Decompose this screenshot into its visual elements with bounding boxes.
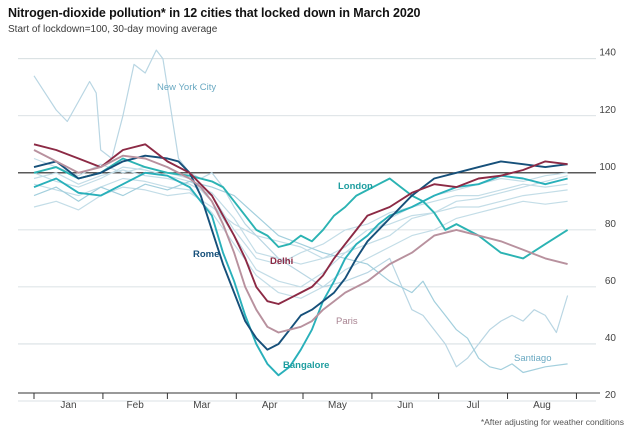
- background-series: [33, 49, 569, 374]
- x-tick-label: Mar: [193, 400, 211, 411]
- series-line-paris: [33, 149, 568, 334]
- x-axis: Jan Feb Mar Apr May Jun Jul Aug: [18, 392, 600, 411]
- y-tick-label: 140: [599, 48, 616, 59]
- y-axis: 140 120 100 80 60 40 20: [599, 48, 616, 401]
- footnote: *After adjusting for weather conditions: [480, 417, 624, 427]
- x-tick-label: Apr: [262, 400, 278, 411]
- y-tick-label: 80: [605, 219, 617, 230]
- series-label-delhi: Delhi: [270, 256, 293, 267]
- series-line-rome: [33, 154, 568, 351]
- y-tick-label: 120: [599, 105, 616, 116]
- series-line-other: [33, 157, 568, 288]
- series-label-london: London: [338, 181, 373, 192]
- series-label-bangalore: Bangalore: [283, 360, 329, 371]
- chart-subtitle: Start of lockdown=100, 30-day moving ave…: [8, 24, 218, 35]
- series-line-other: [33, 166, 568, 265]
- series-line-delhi: [33, 143, 568, 305]
- x-tick-label: Jul: [467, 400, 480, 411]
- series-line-london: [33, 157, 569, 260]
- x-tick-label: Aug: [533, 400, 551, 411]
- series-label-paris: Paris: [336, 316, 358, 327]
- gridlines: [18, 58, 596, 402]
- y-tick-label: 60: [605, 276, 617, 287]
- series-line-bangalore: [33, 171, 568, 377]
- y-tick-label: 100: [599, 162, 616, 173]
- series-line-other: [33, 169, 568, 265]
- x-tick-label: May: [328, 400, 347, 411]
- series-label-new-york-city: New York City: [157, 82, 216, 93]
- series-line-santiago: [33, 180, 568, 374]
- series-label-rome: Rome: [193, 249, 219, 260]
- series-line-other: [33, 177, 568, 299]
- highlighted-series: [33, 143, 569, 377]
- x-tick-label: Jan: [60, 400, 76, 411]
- y-tick-label: 20: [605, 390, 617, 401]
- x-tick-label: Feb: [127, 400, 145, 411]
- series-labels: New York City Santiago London Bangalore Rome…: [157, 82, 552, 371]
- y-tick-label: 40: [605, 333, 617, 344]
- chart-title: Nitrogen-dioxide pollution* in 12 cities…: [8, 6, 421, 20]
- series-line-new-york-city: [33, 49, 569, 368]
- series-label-santiago: Santiago: [514, 353, 552, 364]
- series-line-other: [33, 186, 568, 259]
- x-tick-label: Jun: [397, 400, 413, 411]
